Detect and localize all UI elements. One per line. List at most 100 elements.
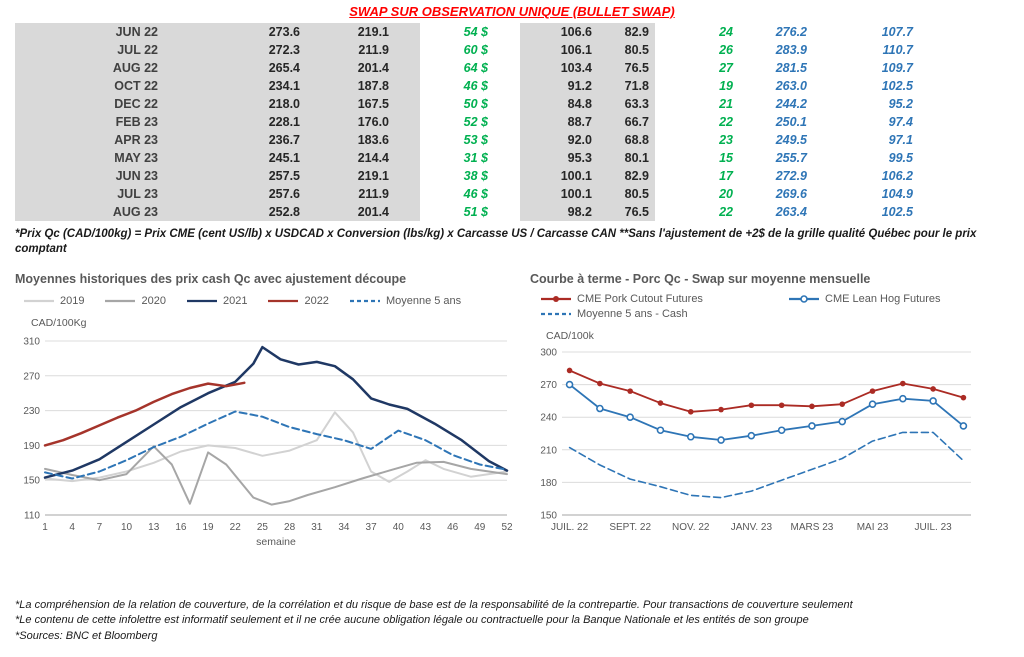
value-cell: 38 $ bbox=[463, 169, 488, 183]
forward-curve-chart-legend: CME Pork Cutout Futures CME Lean Hog Futu… bbox=[540, 293, 1000, 320]
value-cell: 53 $ bbox=[463, 133, 488, 147]
legend-item-2022: 2022 bbox=[267, 295, 329, 307]
svg-text:1: 1 bbox=[42, 522, 48, 533]
value-cell: 176.0 bbox=[310, 113, 420, 131]
footnote-line: *Sources: BNC et Bloomberg bbox=[15, 629, 158, 642]
forward-curve-chart-title: Courbe à terme - Porc Qc - Swap sur moye… bbox=[530, 272, 871, 286]
footnotes: *La compréhension de la relation de couv… bbox=[15, 598, 1015, 644]
value-cell: 263.4 bbox=[775, 205, 807, 219]
table-row: JUL 23 257.6 211.9 46 $ 100.1 80.5 20 269.6 104.… bbox=[15, 185, 925, 203]
historical-chart-legend: 2019 2020 2021 2022 Moyenne 5 ans bbox=[23, 295, 517, 307]
value-cell: 76.5 bbox=[600, 59, 655, 77]
table-row: APR 23 236.7 183.6 53 $ 92.0 68.8 23 249.5 97.1 bbox=[15, 131, 925, 149]
value-cell: 187.8 bbox=[310, 77, 420, 95]
svg-text:190: 190 bbox=[23, 441, 40, 452]
svg-text:JUIL. 22: JUIL. 22 bbox=[551, 522, 589, 533]
legend-item-2020: 2020 bbox=[104, 295, 166, 307]
value-cell: 92.0 bbox=[520, 131, 600, 149]
svg-text:7: 7 bbox=[97, 522, 103, 533]
svg-text:270: 270 bbox=[23, 371, 40, 382]
svg-text:49: 49 bbox=[474, 522, 486, 533]
svg-text:MARS 23: MARS 23 bbox=[791, 522, 834, 533]
svg-text:240: 240 bbox=[540, 413, 557, 424]
forward-curve-y-axis-label: CAD/100k bbox=[546, 330, 594, 342]
svg-text:230: 230 bbox=[23, 406, 40, 417]
value-cell: 107.7 bbox=[881, 25, 913, 39]
value-cell: 50 $ bbox=[463, 97, 488, 111]
value-cell: 228.1 bbox=[245, 113, 310, 131]
legend-swatch-icon bbox=[186, 299, 217, 303]
value-cell: 31 $ bbox=[463, 151, 488, 165]
value-cell: 80.1 bbox=[600, 149, 655, 167]
value-cell: 23 bbox=[719, 133, 733, 147]
historical-prices-chart-panel: Moyennes historiques des prix cash Qc av… bbox=[15, 272, 517, 554]
value-cell: 24 bbox=[719, 25, 733, 39]
svg-text:150: 150 bbox=[23, 476, 40, 487]
svg-text:semaine: semaine bbox=[256, 536, 296, 548]
value-cell: 106.2 bbox=[881, 169, 913, 183]
value-cell: 236.7 bbox=[245, 131, 310, 149]
svg-text:13: 13 bbox=[148, 522, 160, 533]
value-cell: 255.7 bbox=[775, 151, 807, 165]
value-cell: 98.2 bbox=[520, 203, 600, 221]
value-cell: 26 bbox=[719, 43, 733, 57]
value-cell: 218.0 bbox=[245, 95, 310, 113]
month-cell: JUL 22 bbox=[15, 41, 245, 59]
svg-text:40: 40 bbox=[393, 522, 405, 533]
value-cell: 80.5 bbox=[600, 185, 655, 203]
month-cell: JUN 23 bbox=[15, 167, 245, 185]
value-cell: 66.7 bbox=[600, 113, 655, 131]
legend-item-2021: 2021 bbox=[186, 295, 247, 307]
table-row: AUG 23 252.8 201.4 51 $ 98.2 76.5 22 263.4 102.5 bbox=[15, 203, 925, 221]
legend-swatch-icon bbox=[789, 295, 819, 303]
value-cell: 273.6 bbox=[245, 23, 310, 41]
svg-text:28: 28 bbox=[284, 522, 296, 533]
value-cell: 257.6 bbox=[245, 185, 310, 203]
historical-prices-chart: 110 150 190 230 270 310 1 4 7 10 13 16 19 22 25 28 31 34 3… bbox=[23, 337, 513, 549]
svg-text:46: 46 bbox=[447, 522, 459, 533]
value-cell: 52 $ bbox=[463, 115, 488, 129]
value-cell: 211.9 bbox=[310, 41, 420, 59]
month-cell: DEC 22 bbox=[15, 95, 245, 113]
value-cell: 22 bbox=[719, 115, 733, 129]
month-cell: JUL 23 bbox=[15, 185, 245, 203]
value-cell: 276.2 bbox=[775, 25, 807, 39]
svg-text:16: 16 bbox=[175, 522, 187, 533]
legend-label: CME Lean Hog Futures bbox=[825, 293, 941, 305]
legend-swatch-icon bbox=[268, 299, 299, 303]
forward-curve-chart-panel: Courbe à terme - Porc Qc - Swap sur moye… bbox=[530, 272, 1000, 554]
value-cell: 97.1 bbox=[888, 133, 913, 147]
svg-text:110: 110 bbox=[24, 511, 40, 522]
svg-text:37: 37 bbox=[366, 522, 378, 533]
value-cell: 27 bbox=[719, 61, 733, 75]
footnote-line: *Le contenu de cette infolettre est info… bbox=[15, 614, 809, 627]
svg-text:31: 31 bbox=[311, 522, 323, 533]
value-cell: 20 bbox=[719, 187, 733, 201]
table-row: OCT 22 234.1 187.8 46 $ 91.2 71.8 19 263.0 102.5 bbox=[15, 77, 925, 95]
value-cell: 110.7 bbox=[882, 43, 913, 57]
page-title: SWAP SUR OBSERVATION UNIQUE (BULLET SWAP… bbox=[349, 4, 675, 19]
value-cell: 76.5 bbox=[600, 203, 655, 221]
month-cell: FEB 23 bbox=[15, 113, 245, 131]
legend-swatch-icon bbox=[541, 296, 571, 302]
historical-chart-title: Moyennes historiques des prix cash Qc av… bbox=[15, 272, 407, 286]
legend-label: Moyenne 5 ans - Cash bbox=[577, 308, 688, 320]
table-row: JUL 22 272.3 211.9 60 $ 106.1 80.5 26 283.9 110.… bbox=[15, 41, 925, 59]
legend-item-moyenne-5-ans-cash: Moyenne 5 ans - Cash bbox=[540, 308, 768, 320]
svg-text:300: 300 bbox=[540, 348, 557, 359]
legend-label: CME Pork Cutout Futures bbox=[577, 293, 703, 305]
value-cell: 103.4 bbox=[520, 59, 600, 77]
table-row: AUG 22 265.4 201.4 64 $ 103.4 76.5 27 281.5 109.… bbox=[15, 59, 925, 77]
value-cell: 102.5 bbox=[881, 205, 913, 219]
legend-label: 2020 bbox=[141, 295, 166, 307]
value-cell: 80.5 bbox=[600, 41, 655, 59]
value-cell: 106.6 bbox=[520, 23, 600, 41]
month-cell: AUG 23 bbox=[15, 203, 245, 221]
table-row: FEB 23 228.1 176.0 52 $ 88.7 66.7 22 250.1 97.4 bbox=[15, 113, 925, 131]
value-cell: 201.4 bbox=[310, 59, 420, 77]
value-cell: 46 $ bbox=[463, 187, 488, 201]
value-cell: 106.1 bbox=[520, 41, 600, 59]
svg-text:150: 150 bbox=[540, 511, 557, 522]
value-cell: 269.6 bbox=[775, 187, 807, 201]
svg-text:180: 180 bbox=[540, 478, 557, 489]
